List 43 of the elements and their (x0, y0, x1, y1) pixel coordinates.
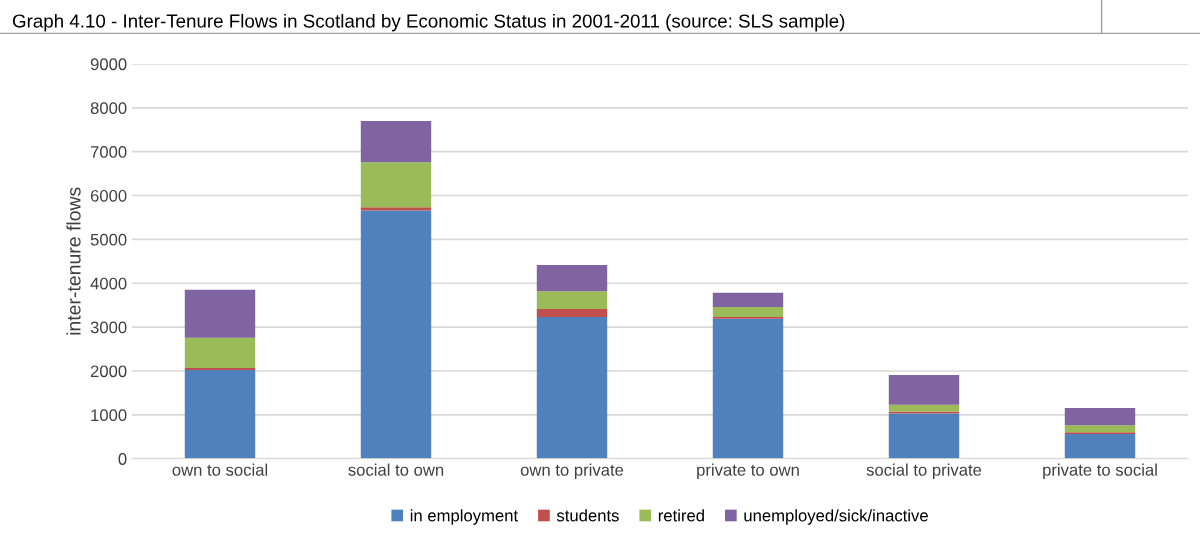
bar (536, 291, 608, 309)
x-tick-label: social to own (348, 463, 444, 476)
y-tick-label: 7000 (90, 146, 127, 158)
x-tick-label: own to social (172, 463, 268, 476)
bar (1064, 408, 1136, 426)
y-tick-label: 9000 (90, 58, 127, 71)
bar (888, 413, 960, 459)
bar (712, 318, 784, 459)
x-tick-label: private to own (697, 463, 799, 480)
y-tick-label: 8000 (90, 102, 127, 115)
bar (360, 162, 432, 208)
bar (360, 207, 432, 211)
bar (1064, 433, 1136, 459)
bar (184, 367, 256, 371)
y-tick-label: 2000 (90, 365, 127, 378)
bar (1064, 425, 1136, 433)
y-tick-label: 1000 (91, 409, 127, 422)
legend-label: in employment (410, 509, 518, 525)
bar (712, 306, 784, 318)
bar (536, 308, 608, 318)
y-tick-label: 5000 (90, 233, 127, 246)
y-tick-label: 3000 (90, 321, 127, 334)
bar (712, 292, 784, 307)
x-tick-label: social to private (866, 463, 982, 480)
bar (360, 120, 432, 163)
y-tick-label: 0 (118, 453, 127, 465)
chart-title: Graph 4.10 - Inter-Tenure Flows in Scotland by Economic Status in 2001-2011 (source: SLS sample) (12, 13, 845, 32)
legend-label: retired (658, 509, 704, 522)
bar (888, 374, 960, 405)
bar (184, 289, 256, 338)
legend-label: unemployed/sick/inactive (744, 509, 928, 525)
x-tick-label: private to social (1043, 463, 1157, 480)
bar (184, 370, 256, 459)
bar (888, 404, 960, 412)
bar (184, 337, 256, 368)
y-tick-label: 6000 (90, 189, 127, 202)
y-axis-title: inter-tenure flows (66, 187, 81, 335)
x-tick-label: own to private (520, 463, 624, 480)
bar (536, 265, 608, 292)
legend-label: students (556, 509, 619, 522)
y-tick-label: 4000 (90, 277, 127, 290)
bar (536, 317, 608, 459)
bar (360, 210, 432, 459)
